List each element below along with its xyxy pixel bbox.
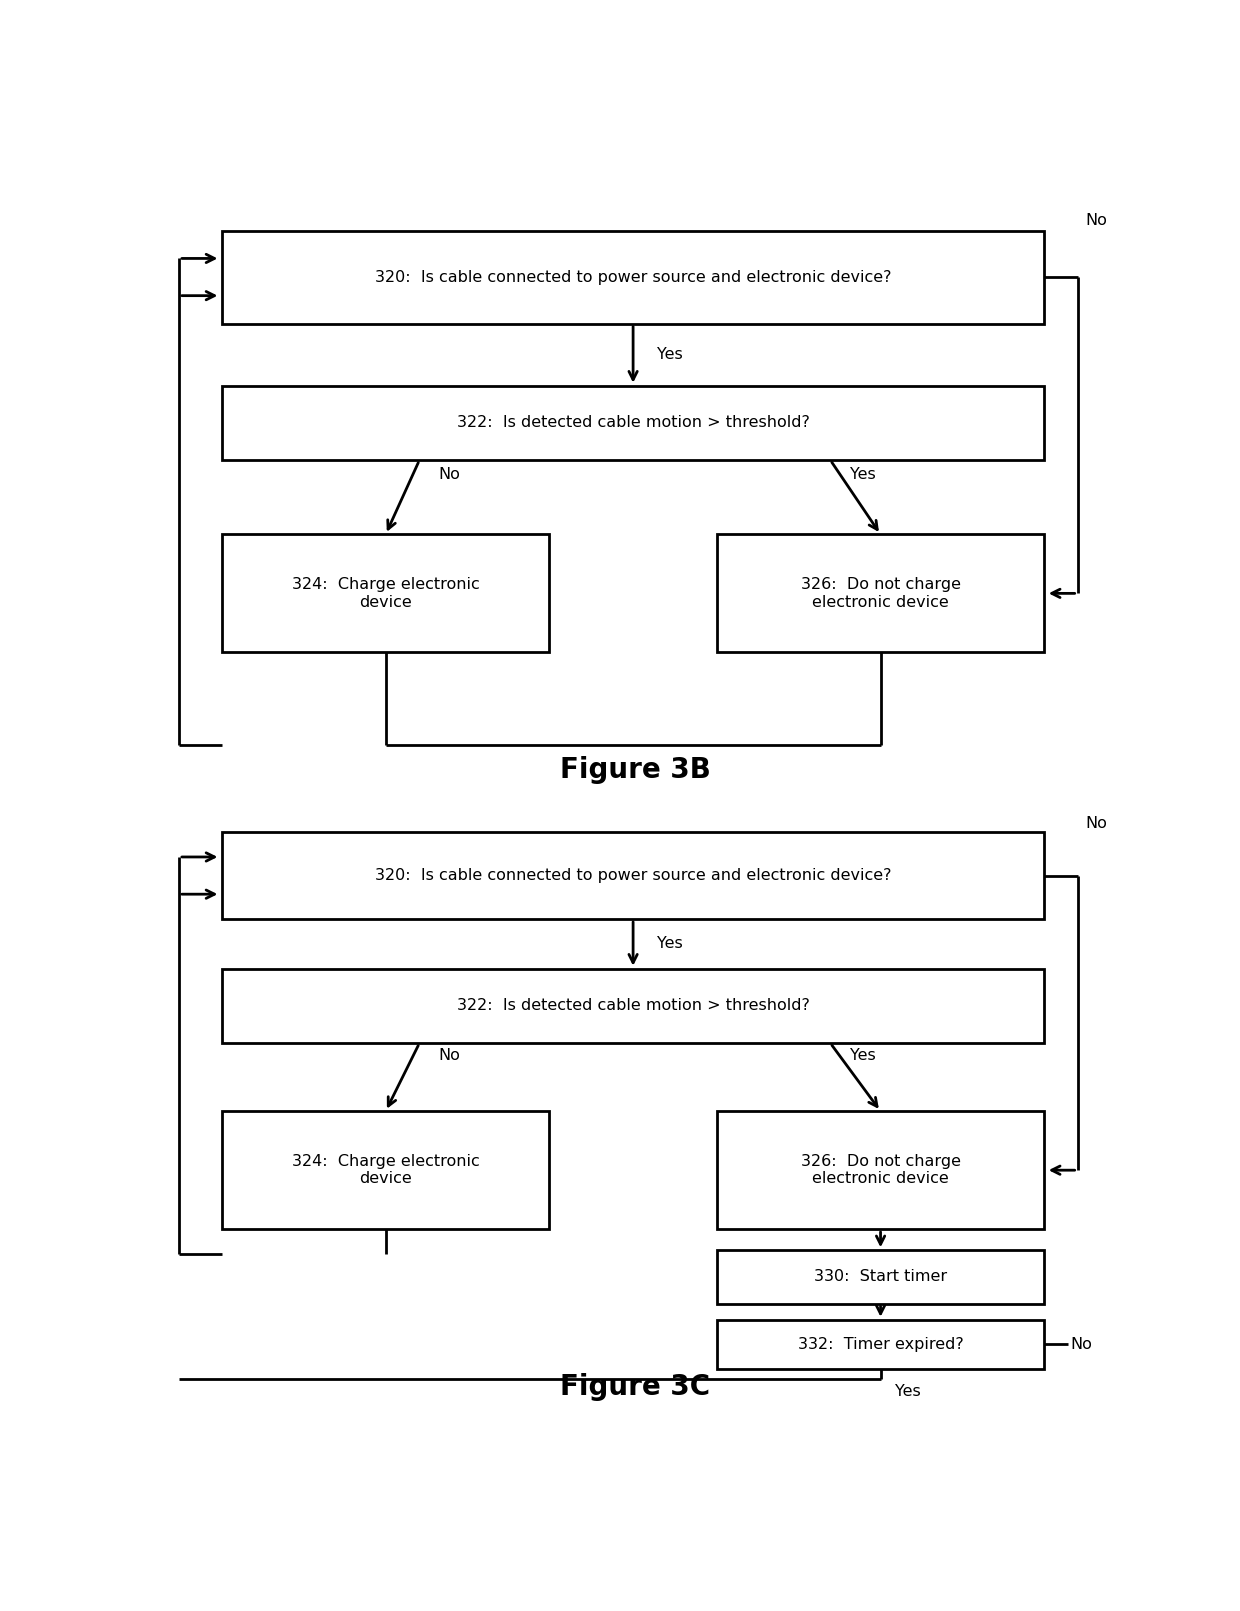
- Bar: [717, 1319, 1044, 1369]
- Text: 320:  Is cable connected to power source and electronic device?: 320: Is cable connected to power source …: [374, 868, 892, 883]
- Text: No: No: [1085, 213, 1107, 229]
- Bar: [717, 1112, 1044, 1229]
- Bar: [717, 1250, 1044, 1303]
- Bar: [222, 1112, 549, 1229]
- Text: 322:  Is detected cable motion > threshold?: 322: Is detected cable motion > threshol…: [456, 416, 810, 430]
- Text: No: No: [439, 467, 460, 482]
- Bar: [222, 968, 1044, 1042]
- Text: No: No: [1071, 1337, 1092, 1352]
- Text: 326:  Do not charge
electronic device: 326: Do not charge electronic device: [801, 577, 961, 609]
- Text: 324:  Charge electronic
device: 324: Charge electronic device: [291, 577, 480, 609]
- Bar: [222, 535, 549, 652]
- Bar: [222, 385, 1044, 461]
- Bar: [222, 230, 1044, 324]
- Text: Yes: Yes: [657, 936, 683, 952]
- Bar: [222, 833, 1044, 918]
- Text: Yes: Yes: [849, 467, 875, 482]
- Text: 324:  Charge electronic
device: 324: Charge electronic device: [291, 1153, 480, 1186]
- Text: 322:  Is detected cable motion > threshold?: 322: Is detected cable motion > threshol…: [456, 999, 810, 1013]
- Bar: [717, 535, 1044, 652]
- Text: Yes: Yes: [895, 1384, 921, 1398]
- Text: Figure 3B: Figure 3B: [560, 756, 711, 785]
- Text: Yes: Yes: [657, 346, 683, 362]
- Text: 320:  Is cable connected to power source and electronic device?: 320: Is cable connected to power source …: [374, 269, 892, 285]
- Text: Yes: Yes: [849, 1047, 875, 1063]
- Text: 326:  Do not charge
electronic device: 326: Do not charge electronic device: [801, 1153, 961, 1186]
- Text: Figure 3C: Figure 3C: [560, 1373, 711, 1400]
- Text: No: No: [1085, 817, 1107, 831]
- Text: No: No: [439, 1047, 460, 1063]
- Text: 332:  Timer expired?: 332: Timer expired?: [797, 1337, 963, 1352]
- Text: 330:  Start timer: 330: Start timer: [813, 1269, 947, 1284]
